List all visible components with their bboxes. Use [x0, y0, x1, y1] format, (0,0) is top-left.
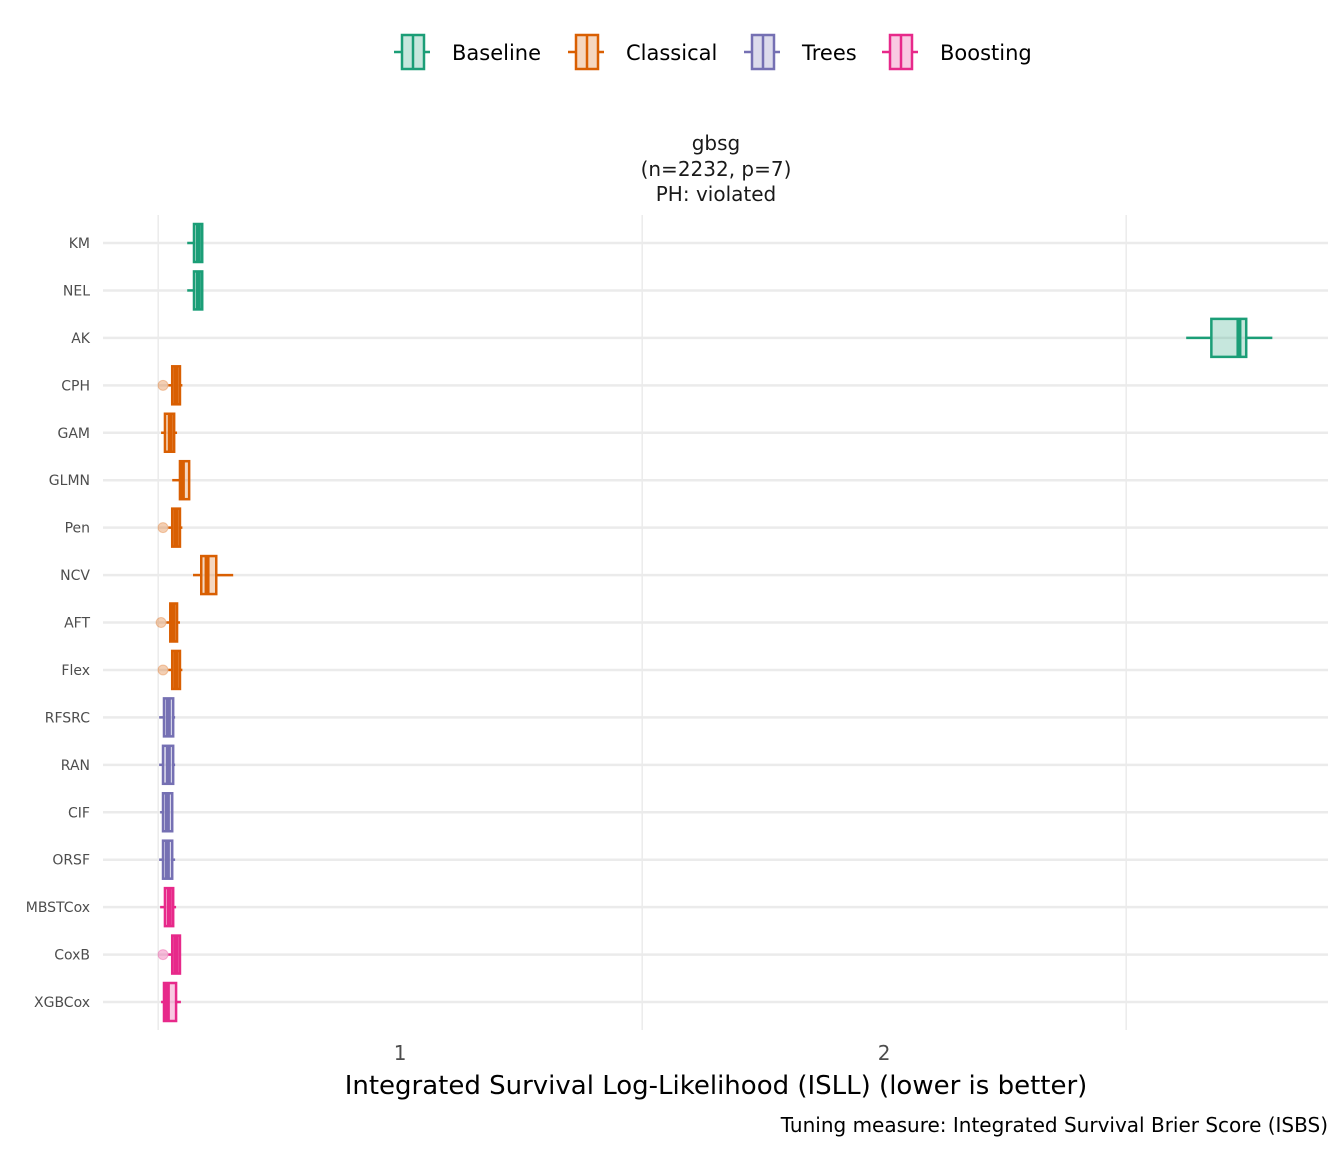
x-axis-label: Integrated Survival Log-Likelihood (ISLL…: [345, 1071, 1088, 1101]
legend-item-trees: Trees: [744, 33, 857, 71]
outlier-point: [157, 379, 169, 391]
legend-label: Trees: [801, 41, 857, 65]
box-mbstcox: [160, 886, 177, 928]
outlier-point: [155, 617, 167, 628]
y-tick-label: NCV: [60, 568, 90, 584]
box-glmn: [172, 459, 191, 501]
legend-item-classical: Classical: [568, 33, 717, 71]
outlier-point: [157, 949, 169, 961]
y-tick-label: AFT: [64, 616, 90, 632]
box-aft: [155, 602, 180, 643]
y-tick-label: CIF: [68, 805, 90, 821]
y-tick-label: GLMN: [49, 473, 90, 489]
title-line-2: (n=2232, p=7): [641, 157, 792, 181]
box-orsf: [159, 839, 176, 880]
legend-label: Classical: [626, 41, 717, 65]
y-tick-label: NEL: [63, 283, 90, 299]
y-tick-label: GAM: [57, 426, 90, 442]
title-line-3: PH: violated: [656, 182, 776, 206]
box-rfsrc: [159, 697, 176, 738]
outlier-point: [157, 664, 169, 676]
panel-title: gbsg (n=2232, p=7) PH: violated: [641, 131, 792, 206]
box-cph: [157, 365, 183, 406]
y-tick-label: Flex: [61, 663, 90, 679]
y-tick-label: XGBCox: [34, 995, 90, 1011]
caption: Tuning measure: Integrated Survival Brie…: [780, 1113, 1328, 1137]
box-ran: [159, 744, 176, 786]
x-tick-label: 2: [878, 1041, 891, 1065]
legend-label: Baseline: [452, 41, 541, 65]
box-cif: [160, 792, 174, 833]
y-tick-label: Pen: [65, 521, 90, 537]
y-tick-label: MBSTCox: [26, 900, 90, 916]
boxes: [155, 222, 1273, 1023]
legend: Baseline Classical Trees Boosting: [394, 33, 1032, 71]
box-coxb: [157, 934, 182, 975]
box-ak: [1186, 317, 1273, 359]
y-tick-label: RFSRC: [45, 710, 90, 726]
y-tick-label: KM: [69, 236, 90, 252]
box-km: [187, 222, 204, 264]
legend-item-baseline: Baseline: [394, 33, 541, 71]
y-tick-label: CoxB: [54, 948, 90, 964]
box-pen: [157, 507, 183, 548]
outlier-point: [157, 522, 169, 534]
box-xgbcox: [161, 981, 181, 1023]
box-nel: [187, 270, 204, 311]
box-flex: [157, 649, 183, 691]
y-tick-label: AK: [71, 331, 91, 347]
box-gam: [161, 412, 178, 453]
grid: [103, 215, 1328, 1030]
y-tick-label: RAN: [61, 758, 90, 774]
y-tick-label: ORSF: [52, 853, 90, 869]
box-ncv: [193, 554, 234, 596]
title-line-1: gbsg: [692, 131, 741, 155]
x-tick-label: 1: [394, 1041, 407, 1065]
y-tick-label: CPH: [61, 378, 90, 394]
y-axis-labels: KM NEL AK CPH GAM GLMN Pen NCV AFT Flex RFSRC RAN CI…: [26, 236, 91, 1011]
legend-item-boosting: Boosting: [882, 33, 1032, 71]
legend-label: Boosting: [940, 41, 1032, 65]
